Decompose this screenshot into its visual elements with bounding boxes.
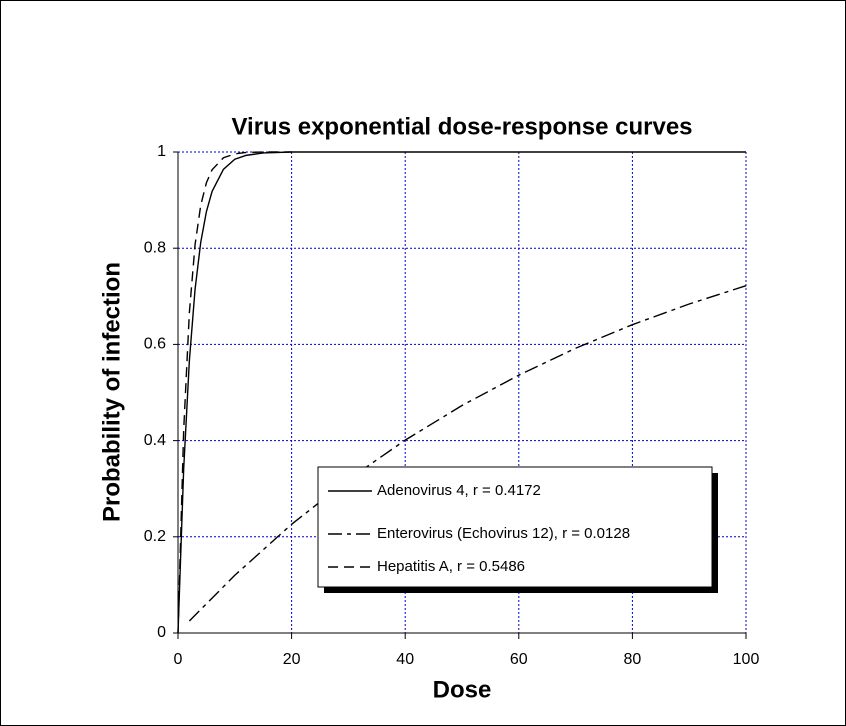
legend-box	[317, 466, 713, 588]
x-tick-label: 60	[510, 651, 528, 668]
y-tick-label: 0.2	[144, 528, 166, 545]
y-tick-label: 0.8	[144, 239, 166, 256]
y-axis-label: Probability of infection	[98, 262, 125, 522]
x-tick-label: 40	[396, 651, 414, 668]
legend-label: Enterovirus (Echovirus 12), r = 0.0128	[377, 525, 630, 542]
legend: Adenovirus 4, r = 0.4172 Enterovirus (Ech…	[317, 466, 718, 593]
legend-label: Hepatitis A, r = 0.5486	[377, 558, 525, 575]
x-tick-label: 20	[283, 651, 301, 668]
y-tick-label: 0.4	[144, 432, 166, 449]
series-line	[188, 285, 747, 622]
x-tick-label: 80	[624, 651, 642, 668]
series-line	[177, 151, 746, 634]
x-axis-label: Dose	[433, 676, 492, 703]
plot	[177, 151, 747, 634]
y-tick-label: 0	[157, 624, 166, 641]
x-tick-label: 0	[174, 651, 183, 668]
y-tick-label: 0.6	[144, 336, 166, 353]
y-tick-label: 1	[157, 143, 166, 160]
x-tick-label: 100	[733, 651, 760, 668]
grid: 0 0.2 0.4 0.6 0.8 1 0 20 40 60 80 100	[144, 143, 760, 668]
legend-label: Adenovirus 4, r = 0.4172	[377, 482, 541, 499]
chart-title: Virus exponential dose-response curves	[231, 113, 692, 140]
